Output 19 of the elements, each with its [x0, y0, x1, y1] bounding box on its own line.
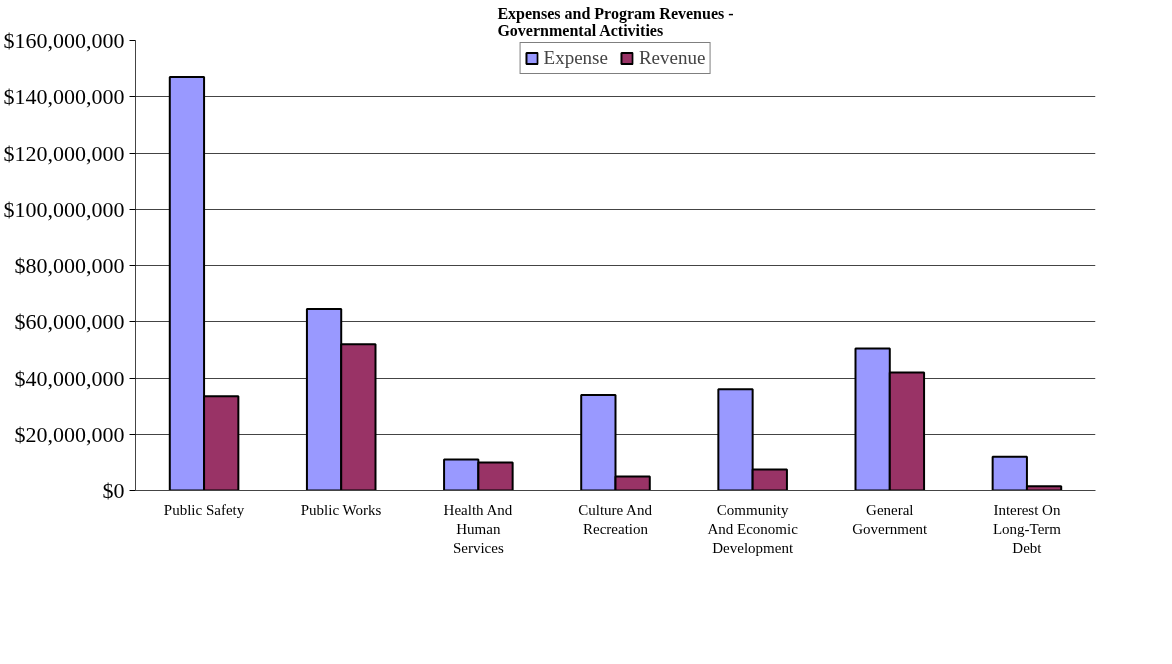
y-tick-label: $60,000,000: [14, 309, 125, 335]
y-tick-label: $80,000,000: [14, 253, 125, 278]
chart-title: Expenses and Program Revenues - Governmental Activities: [497, 4, 734, 39]
legend-label: Revenue: [638, 47, 706, 69]
x-tick-label: Health And Human Services: [443, 501, 513, 556]
x-tick-label: Community And Economic Development: [707, 501, 799, 556]
y-tick-label: $100,000,000: [3, 196, 125, 222]
x-tick-label: Public Safety: [163, 501, 245, 518]
x-tick-label: Interest On Long-Term Debt: [992, 501, 1062, 556]
x-tick-label: Public Works: [300, 501, 382, 518]
y-tick-label: $140,000,000: [3, 84, 125, 110]
y-tick-label: $120,000,000: [3, 140, 125, 166]
y-tick-label: $0: [102, 478, 125, 503]
x-tick-label: General Government: [852, 501, 929, 537]
y-tick-label: $20,000,000: [14, 421, 125, 447]
y-tick-label: $160,000,000: [3, 28, 125, 53]
y-tick-label: $40,000,000: [14, 365, 125, 391]
legend-label: Expense: [543, 47, 608, 69]
x-tick-label: Culture And Recreation: [578, 501, 653, 537]
